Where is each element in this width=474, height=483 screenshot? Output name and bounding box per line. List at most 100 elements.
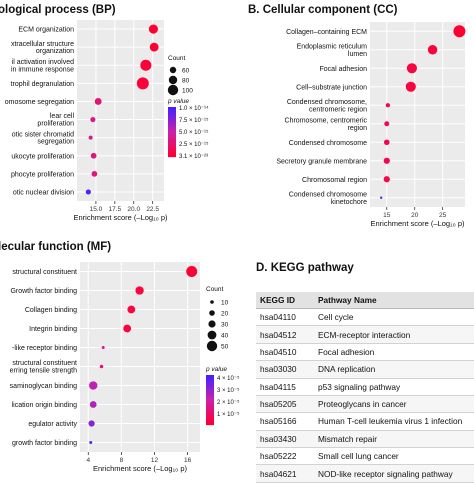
kegg-id-cell: hsa03430: [256, 430, 314, 449]
cc-tick-label: 15: [383, 212, 391, 219]
mf-pvalue-colorbar-segment: [206, 402, 214, 406]
cc-category-label: Collagen–containing ECM: [286, 29, 367, 36]
mf-count-legend-label: 20: [221, 311, 229, 318]
mf-pvalue-colorbar-segment: [206, 415, 214, 418]
cc-data-point: [379, 196, 383, 199]
mf-category-label: structural constituent erring tensile str…: [10, 360, 77, 374]
mf-pvalue-colorbar-segment: [206, 382, 214, 386]
mf-pvalue-colorbar-segment: [206, 385, 214, 388]
mf-category-label: lication origin binding: [12, 402, 77, 409]
bp-pvalue-colorbar-segment: [168, 114, 176, 118]
mf-pvalue-colorbar-segment: [206, 395, 214, 398]
mf-count-legend-dot: [210, 300, 214, 304]
bp-pvalue-colorbar-segment: [168, 107, 176, 110]
table-row: hsa05166 Human T-cell leukemia virus 1 in…: [256, 412, 474, 431]
bp-pvalue-legend-label: 5.0 × 10⁻¹⁵: [179, 129, 209, 136]
bp-data-point: [88, 135, 93, 140]
mf-count-legend-dot: [206, 340, 218, 352]
p-value-cell: 1: [472, 308, 474, 327]
bp-count-legend-dot: [169, 66, 177, 74]
bp-data-point: [94, 98, 102, 105]
cc-data-point: [406, 63, 417, 74]
bp-tick-label: 17.5: [108, 206, 121, 213]
bp-data-point: [148, 24, 158, 34]
bp-tick-label: 20.0: [127, 206, 140, 213]
mf-data-point: [89, 381, 98, 390]
bp-pvalue-colorbar-segment: [168, 117, 176, 120]
bp-pvalue-legend-label: 1.0 × 10⁻¹⁴: [179, 105, 209, 112]
bp-pvalue-colorbar-segment: [168, 109, 176, 113]
p-value-cell: 5: [472, 430, 474, 449]
cc-category-label: Secretory granule membrane: [276, 158, 367, 165]
mf-category-label: growth factor binding: [12, 440, 77, 447]
pathway-name-cell: Focal adhesion: [314, 343, 473, 362]
bp-count-legend-dot: [167, 84, 179, 96]
bp-pvalue-colorbar-segment: [168, 152, 176, 155]
bp-pvalue-colorbar-segment: [168, 132, 176, 135]
bp-tick-label: 22.5: [146, 206, 159, 213]
mf-tick-label: 12: [151, 457, 159, 464]
bp-data-point: [136, 77, 149, 90]
bp-data-point: [85, 189, 91, 195]
cc-data-point: [384, 121, 390, 127]
pathway-name-cell: Proteoglycans in cancer: [314, 395, 473, 414]
mf-count-legend-label: 30: [221, 322, 229, 329]
mf-pvalue-colorbar-segment: [206, 380, 214, 383]
bp-category-label: ECM organization: [18, 27, 74, 34]
bp-data-point: [140, 59, 152, 71]
mf-pvalue-colorbar-segment: [206, 410, 214, 413]
cc-category-label: Condensed chromosome: [289, 140, 367, 147]
mf-pvalue-colorbar-segment: [206, 397, 214, 401]
mf-category-label: structural constituent: [12, 269, 77, 276]
mf-category-label: Integrin binding: [29, 326, 77, 333]
mf-data-point: [135, 286, 144, 295]
mf-count-legend-label: 50: [221, 344, 229, 351]
p-value-cell: 5: [472, 412, 474, 431]
mf-count-legend-dot: [207, 330, 217, 340]
bp-pvalue-legend-label: 2.5 × 10⁻¹⁵: [179, 141, 209, 148]
kegg-id-cell: hsa03030: [256, 360, 314, 379]
mf-data-point: [99, 364, 104, 369]
mf-pvalue-colorbar-segment: [206, 405, 214, 408]
cc-plot-background: [370, 22, 465, 207]
mf-data-point: [123, 324, 132, 333]
pathway-name-cell: Small cell lung cancer: [314, 447, 473, 466]
mf-pvalue-colorbar-segment: [206, 412, 214, 416]
bp-pvalue-colorbar-segment: [168, 124, 176, 128]
p-value-cell: 2: [472, 325, 474, 344]
kegg-id-cell: hsa04512: [256, 325, 314, 344]
kegg-col-name: Pathway Name: [314, 292, 473, 309]
bp-pvalue-legend-label: 7.5 × 10⁻¹⁵: [179, 117, 209, 124]
mf-pvalue-colorbar-segment: [206, 417, 214, 421]
mf-pvalue-colorbar-segment: [206, 400, 214, 403]
mf-data-point: [89, 401, 97, 408]
bp-data-point: [91, 170, 98, 177]
mf-pvalue-legend-label: 1 × 10⁻⁵: [217, 411, 240, 418]
mf-data-point: [101, 346, 105, 349]
bp-category-label: trophil degranulation: [11, 81, 75, 88]
p-value-cell: 4: [472, 378, 474, 396]
bp-pvalue-colorbar-segment: [168, 139, 176, 143]
cc-data-point: [383, 139, 390, 146]
bp-pvalue-colorbar-segment: [168, 119, 176, 123]
bp-data-point: [149, 42, 159, 52]
bp-pvalue-colorbar-segment: [168, 129, 176, 133]
bp-pvalue-legend-label: 3.1 × 10⁻²³: [179, 154, 208, 160]
mf-count-legend-label: 40: [221, 333, 229, 340]
kegg-header-row: KEGG ID Pathway Name p: [256, 292, 474, 309]
mf-pvalue-legend-title: p value: [205, 366, 227, 373]
mf-category-label: Growth factor binding: [10, 288, 77, 295]
cc-data-point: [405, 81, 416, 92]
bp-pvalue-colorbar-segment: [168, 134, 176, 138]
bp-panel-title: ological process (BP): [0, 4, 116, 16]
kegg-id-cell: hsa05222: [256, 447, 314, 466]
mf-pvalue-colorbar-segment: [206, 407, 214, 411]
kegg-id-cell: hsa05205: [256, 395, 314, 414]
bp-pvalue-colorbar-segment: [168, 142, 176, 145]
mf-panel-title: lecular function (MF): [0, 241, 112, 253]
